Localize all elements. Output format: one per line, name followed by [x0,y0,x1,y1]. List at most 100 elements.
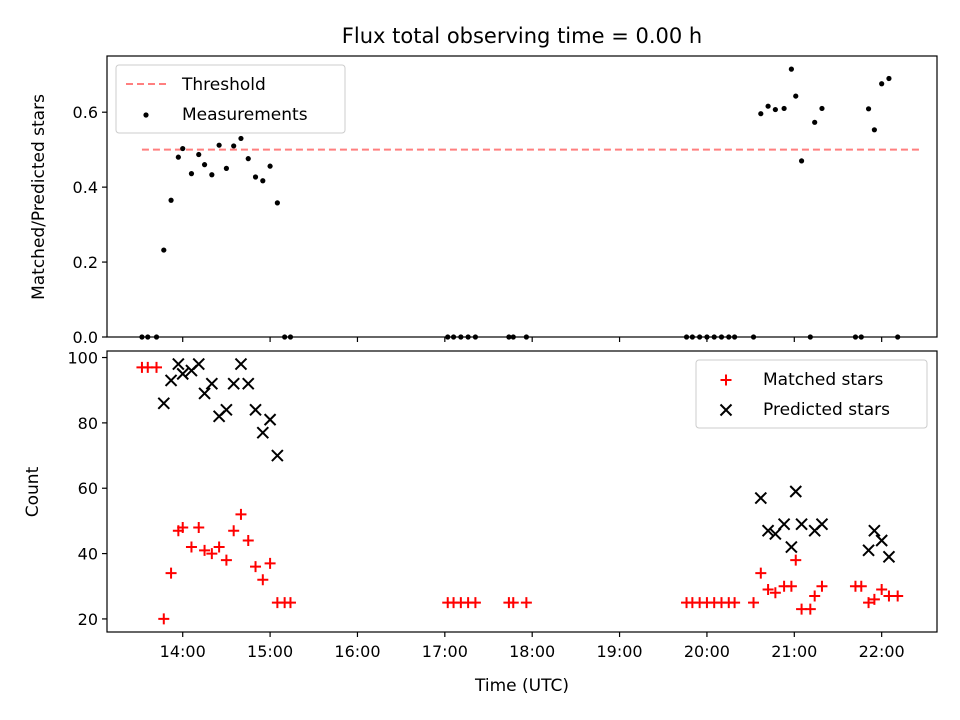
bottom-y-axis-label: Count [23,466,43,517]
predicted-stars-point [862,544,875,557]
bottom-legend: Matched stars Predicted stars [695,359,928,429]
predicted-stars-point [205,377,219,390]
measurement-point [216,142,222,148]
matched-stars-point [507,597,519,609]
bottom-y-tick-label: 80 [78,414,98,433]
measurement-point [209,172,215,178]
top-y-tick-label: 0.2 [73,253,98,272]
matched-stars-point [729,597,741,609]
measurement-point [260,178,266,184]
predicted-stars-point [815,517,829,531]
top-y-tick-label: 0.4 [73,178,98,197]
matched-stars-point [165,567,177,579]
bottom-series-0 [136,361,904,625]
matched-stars-point [804,603,816,615]
measurement-point [252,174,259,180]
predicted-stars-point [227,377,240,390]
matched-stars-point [220,554,232,566]
predicted-stars-point [769,527,782,541]
measurement-point [223,165,230,171]
predicted-stars-point [176,367,189,381]
measurement-point [793,93,799,99]
measurement-point [274,200,280,206]
x-tick-label: 22:00 [859,642,905,661]
measurement-point [188,171,195,177]
x-tick-label: 17:00 [422,642,468,661]
matched-stars-point [892,590,904,602]
matched-stars-point [250,561,262,573]
bottom-y-tick-label: 20 [78,610,98,629]
matched-stars-point [228,525,240,537]
matched-stars-point [158,613,170,625]
measurement-point [175,154,181,160]
matched-stars-point [809,590,821,602]
measurement-point [180,145,186,152]
predicted-stars-point [157,397,170,410]
measurement-point [886,75,892,82]
measurement-point [161,247,167,253]
predicted-stars-point [882,550,896,564]
measurement-point [812,119,818,125]
predicted-stars-point [271,449,284,462]
measurement-point [798,158,805,164]
matched-stars-point [863,597,875,609]
measurement-point [765,103,771,109]
legend-predicted-label: Predicted stars [763,400,890,420]
predicted-stars-point [875,534,888,547]
x-tick-label: 18:00 [509,642,555,661]
measurement-point [788,66,794,72]
predicted-stars-point [795,517,808,531]
matched-stars-point [769,587,781,599]
measurement-point [871,127,877,133]
predicted-stars-point [164,374,178,387]
matched-stars-point [264,557,276,569]
matched-stars-point [469,597,481,609]
matched-stars-point [235,508,247,520]
legend-matched-swatch [720,374,732,386]
predicted-stars-point [754,491,768,505]
measurement-point [267,163,273,169]
matched-stars-point [284,597,296,609]
top-legend: Threshold Measurements [115,64,346,134]
top-axes-frame [106,55,938,338]
top-y-tick-label: 0.0 [73,328,98,347]
predicted-stars-point [192,357,205,371]
legend-matched-label: Matched stars [763,370,883,390]
predicted-stars-point [263,413,277,426]
bottom-y-tick-label: 60 [78,479,98,498]
measurement-point [196,151,202,158]
matched-stars-point [790,554,802,566]
bottom-y-tick-label: 40 [78,545,98,564]
predicted-stars-point [249,403,262,417]
matched-stars-point [876,584,888,596]
top-y-axis-label: Matched/Predicted stars [29,94,49,300]
bottom-axes-frame [106,350,938,633]
bottom-plot: 20 40 60 80 100 14:00 15:00 16:00 17:00 18:00 19:0… [67,349,938,661]
measurement-point [865,106,872,112]
matched-stars-point [213,541,225,553]
matched-stars-point [520,597,532,609]
matched-stars-point [193,521,205,533]
x-tick-label: 19:00 [597,642,643,661]
predicted-stars-point [172,357,185,371]
measurement-point [238,135,244,142]
matched-stars-point [762,584,774,596]
predicted-stars-point [198,387,211,400]
matched-stars-point [785,580,797,592]
legend-measurements-swatch [143,112,149,118]
matched-stars-point [257,574,269,586]
x-axis-label: Time (UTC) [474,676,569,696]
bottom-legend-box [695,359,928,429]
matched-stars-point [199,544,211,556]
measurement-point [231,143,237,149]
matched-stars-point [816,580,828,592]
measurement-point [245,156,251,162]
predicted-stars-point [777,517,791,531]
predicted-stars-point [242,377,255,390]
measurement-point [879,81,885,87]
top-y-tick-label: 0.6 [73,103,98,122]
predicted-stars-point [761,524,775,537]
measurement-point [201,162,208,168]
matched-stars-point [177,521,189,533]
